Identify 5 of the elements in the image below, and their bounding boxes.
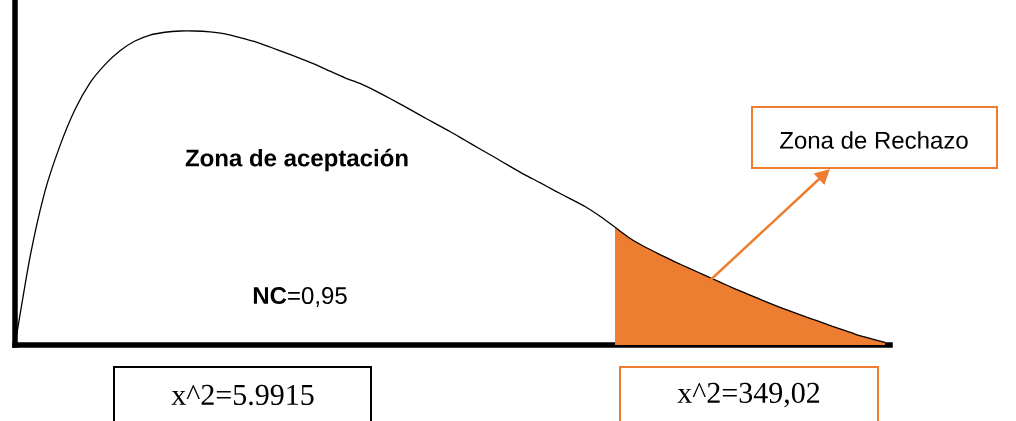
text: x^2=5.9915 (171, 384, 314, 406)
annotation: Zona de Rechazo (780, 131, 968, 149)
annotation: Zona de aceptación (185, 148, 408, 172)
annotation: NC=0,95 (253, 287, 347, 307)
text: x^2=349,02 (677, 382, 820, 408)
